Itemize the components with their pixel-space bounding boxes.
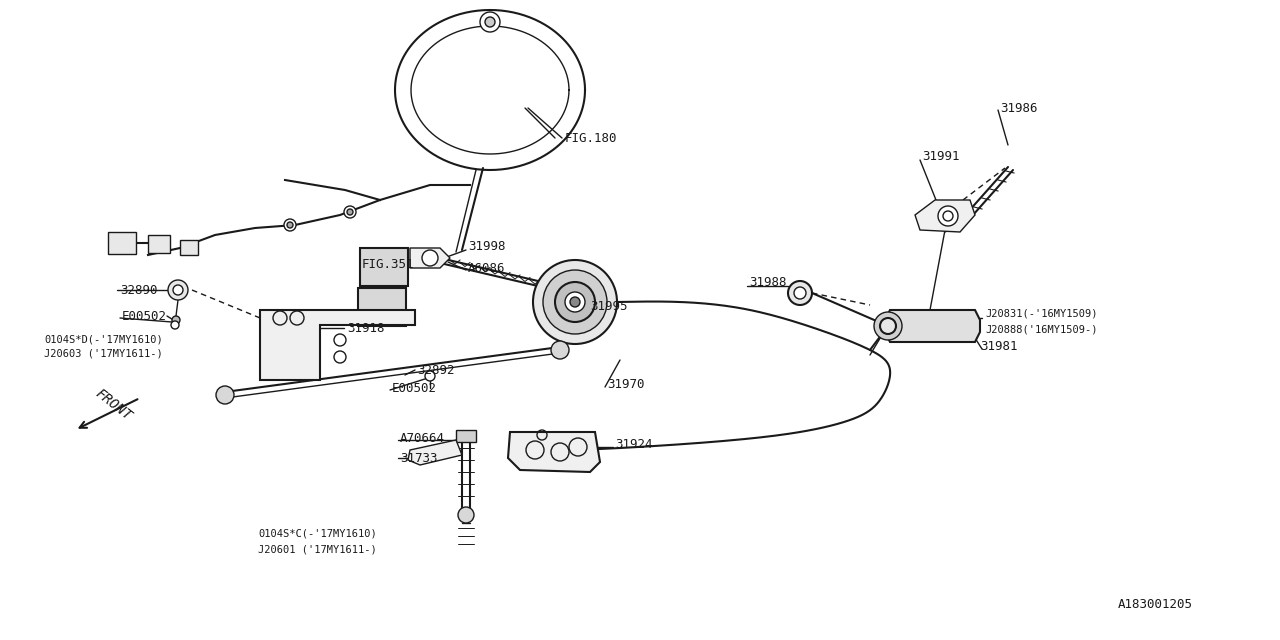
Text: A183001205: A183001205 [1117, 598, 1193, 611]
Circle shape [794, 287, 806, 299]
Polygon shape [408, 440, 462, 465]
Text: J20831(-'16MY1509): J20831(-'16MY1509) [986, 309, 1097, 319]
Text: 31970: 31970 [607, 378, 645, 392]
Circle shape [881, 318, 896, 334]
Circle shape [458, 507, 474, 523]
Bar [148, 235, 170, 253]
Text: J20603 ('17MY1611-): J20603 ('17MY1611-) [44, 349, 163, 359]
Text: 31991: 31991 [922, 150, 960, 163]
Text: E00502: E00502 [122, 310, 166, 323]
Polygon shape [260, 310, 415, 380]
Text: 32890: 32890 [120, 284, 157, 296]
Bar [108, 232, 136, 254]
Circle shape [284, 219, 296, 231]
Circle shape [172, 321, 179, 329]
Polygon shape [410, 248, 451, 268]
Text: 31924: 31924 [614, 438, 653, 451]
Text: 31986: 31986 [1000, 102, 1038, 115]
Circle shape [556, 282, 595, 322]
Text: 0104S*D(-'17MY1610): 0104S*D(-'17MY1610) [44, 334, 163, 344]
Text: E00502: E00502 [392, 381, 436, 394]
Text: 31981: 31981 [980, 340, 1018, 353]
Circle shape [543, 270, 607, 334]
Circle shape [550, 341, 570, 359]
Circle shape [532, 260, 617, 344]
Circle shape [287, 222, 293, 228]
Circle shape [422, 250, 438, 266]
Circle shape [788, 281, 812, 305]
Circle shape [344, 206, 356, 218]
Text: J20601 ('17MY1611-): J20601 ('17MY1611-) [259, 544, 376, 554]
Polygon shape [884, 310, 980, 342]
Polygon shape [508, 432, 600, 472]
Text: J20888('16MY1509-): J20888('16MY1509-) [986, 324, 1097, 334]
Circle shape [480, 12, 500, 32]
Circle shape [425, 371, 435, 381]
Bar [360, 248, 408, 286]
Text: FRONT: FRONT [92, 387, 134, 424]
Text: 31918: 31918 [347, 321, 384, 335]
Text: 0104S*C(-'17MY1610): 0104S*C(-'17MY1610) [259, 528, 376, 538]
Circle shape [485, 17, 495, 27]
Text: 31988: 31988 [749, 276, 786, 289]
Circle shape [938, 206, 957, 226]
Text: A70664: A70664 [399, 431, 445, 445]
Text: A6086: A6086 [468, 262, 506, 275]
Text: 31995: 31995 [590, 300, 627, 312]
Circle shape [173, 285, 183, 295]
Circle shape [347, 209, 353, 215]
Text: FIG.180: FIG.180 [564, 131, 617, 145]
Circle shape [874, 312, 902, 340]
Text: FIG.351: FIG.351 [362, 259, 415, 271]
Polygon shape [915, 200, 975, 232]
Bar [456, 430, 476, 442]
Circle shape [172, 316, 180, 324]
Bar [358, 288, 406, 326]
Circle shape [168, 280, 188, 300]
Circle shape [564, 292, 585, 312]
Bar [180, 240, 198, 255]
Circle shape [570, 297, 580, 307]
Circle shape [216, 386, 234, 404]
Text: 31733: 31733 [399, 451, 438, 465]
Text: 32892: 32892 [417, 364, 454, 376]
Text: 31998: 31998 [468, 239, 506, 253]
